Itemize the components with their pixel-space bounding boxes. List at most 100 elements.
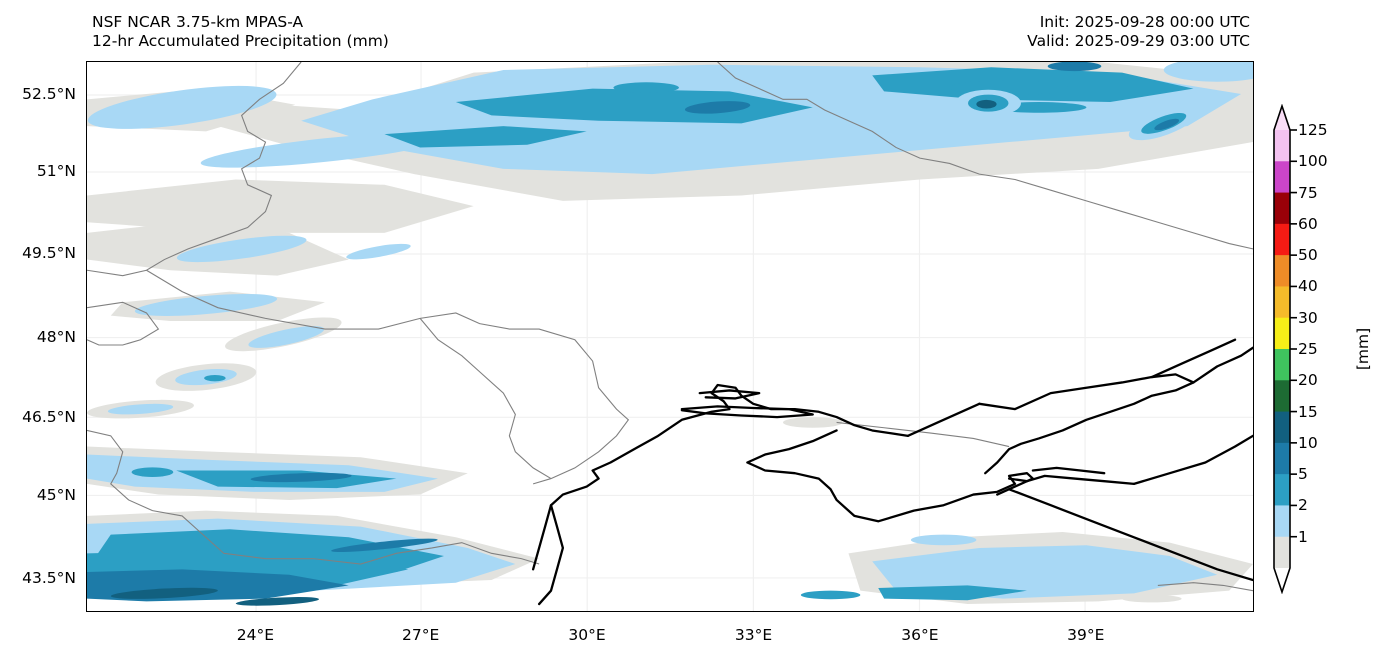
colorbar-tick-label: 25: [1298, 340, 1318, 358]
precip-contour-2mm-c6: [107, 403, 174, 415]
country-border: [87, 62, 302, 277]
precip-contour-15mm-cell-a: [976, 99, 997, 109]
precip-contour-5mm-c1: [204, 374, 226, 382]
precip-contour-1mm-se3: [1122, 594, 1182, 603]
coastline: [1007, 488, 1253, 582]
colorbar-tick-label: 15: [1298, 402, 1318, 421]
colorbar-tick-label: 5: [1298, 465, 1308, 484]
precip-contour-15mm-sw1: [110, 587, 218, 599]
precip-contour-5mm-n3: [384, 126, 587, 148]
country-border: [419, 318, 552, 480]
latitude-tick-label: 51°N: [36, 162, 76, 181]
colorbar-band: [1274, 161, 1290, 194]
country-border: [1157, 582, 1253, 592]
colorbar-band: [1274, 255, 1290, 288]
model-field-line: 12-hr Accumulated Precipitation (mm): [92, 32, 389, 50]
latitude-tick-label: 46.5°N: [22, 407, 76, 426]
precip-contour-2mm-c3: [134, 294, 278, 316]
country-border: [836, 421, 1010, 448]
colorbar-band: [1274, 130, 1290, 162]
precip-contour-2mm-ne1: [1163, 62, 1253, 82]
coastline: [978, 373, 1195, 475]
precip-contour-2mm-c4: [248, 326, 325, 348]
forecast-time-block: Init: 2025-09-28 00:00 UTC Valid: 2025-09…: [1027, 13, 1250, 51]
colorbar: [mm] 1 2 5 10 15 20 25 30 40 50 60 75 100 125: [1268, 104, 1378, 594]
precip-contour-2mm-c2: [346, 243, 411, 260]
coastline: [1007, 474, 1136, 486]
coastline: [531, 383, 910, 571]
precip-contour-5mm-n1: [455, 88, 813, 124]
coastline: [680, 405, 814, 419]
latitude-tick-label: 49.5°N: [22, 244, 76, 263]
precipitation-field: [87, 62, 1253, 606]
coastline: [746, 429, 1035, 523]
coastline: [698, 389, 761, 400]
precip-contour-10mm-n2: [1047, 62, 1102, 72]
colorbar-tick-label: 60: [1298, 214, 1318, 233]
precip-contour-2mm-c1: [176, 235, 307, 263]
colorbar-tick-label: 40: [1298, 277, 1318, 296]
coastline: [1150, 338, 1237, 379]
colorbar-band: [1274, 349, 1290, 381]
colorbar-tick-label: 30: [1298, 308, 1318, 327]
latitude-tick-label: 48°N: [36, 328, 76, 347]
colorbar-under-arrow: [1274, 568, 1290, 592]
coastline: [1132, 434, 1253, 486]
longitude-tick-label: 33°E: [734, 626, 773, 644]
colorbar-tick-label: 2: [1298, 496, 1308, 515]
model-title-block: NSF NCAR 3.75-km MPAS-A 12-hr Accumulated…: [92, 13, 389, 51]
precip-contour-5mm-n4: [613, 82, 679, 93]
precip-contour-5mm-se2: [800, 590, 861, 600]
valid-time-label: Valid: 2025-09-29 03:00 UTC: [1027, 32, 1250, 50]
coastline: [537, 504, 565, 606]
colorbar-over-arrow: [1274, 106, 1290, 130]
longitude-tick-label: 24°E: [236, 626, 274, 644]
precip-contour-10mm-sw2: [331, 538, 438, 553]
precip-contour-15mm-sw2: [235, 597, 319, 606]
map-canvas: [87, 62, 1253, 611]
model-name-line: NSF NCAR 3.75-km MPAS-A: [92, 13, 304, 31]
colorbar-tick-label: 10: [1298, 433, 1318, 452]
longitude-axis: 24°E 27°E 30°E 33°E 36°E 39°E: [86, 612, 1254, 652]
precip-contour-1mm-westmid: [87, 179, 474, 233]
precip-contour-10mm-n1: [684, 101, 751, 114]
colorbar-band: [1274, 411, 1290, 444]
colorbar-tick-label: 1: [1298, 527, 1308, 546]
country-border: [87, 301, 160, 346]
country-border: [87, 429, 540, 565]
precip-contour-2mm-se2: [910, 534, 977, 546]
longitude-tick-label: 39°E: [1067, 626, 1105, 644]
latitude-tick-label: 45°N: [36, 486, 76, 505]
colorbar-band: [1274, 536, 1290, 569]
latitude-tick-label: 52.5°N: [22, 85, 76, 104]
colorbar-band: [1274, 505, 1290, 538]
precip-contour-2mm-se1: [872, 545, 1218, 599]
longitude-tick-label: 30°E: [568, 626, 606, 644]
colorbar-band: [1274, 286, 1290, 319]
colorbar-outline: [1273, 104, 1291, 594]
colorbar-band: [1274, 192, 1290, 225]
country-border: [717, 62, 1253, 250]
precip-contour-5mm-sw2: [131, 467, 174, 477]
coastline: [906, 402, 981, 438]
precip-contour-2mm-nw2: [200, 132, 450, 168]
longitude-tick-label: 36°E: [901, 626, 939, 644]
init-time-label: Init: 2025-09-28 00:00 UTC: [1039, 13, 1250, 31]
colorbar-tick-label: 20: [1298, 371, 1318, 390]
coastlines: [531, 338, 1253, 606]
precip-contour-10mm-sw1: [250, 472, 352, 483]
map-plot-area: [86, 61, 1254, 612]
latitude-axis: 52.5°N 51°N 49.5°N 48°N 46.5°N 45°N 43.5°N: [0, 61, 80, 612]
latitude-tick-label: 43.5°N: [22, 568, 76, 587]
coastline: [1031, 466, 1106, 475]
precip-contour-5mm-se1: [878, 585, 1027, 601]
coastline: [1192, 346, 1253, 384]
precip-contour-1mm-se4: [783, 417, 843, 428]
colorbar-unit-label: [mm]: [1354, 327, 1373, 371]
precip-contour-2mm-nw1: [87, 85, 277, 129]
colorbar-band: [1274, 442, 1290, 475]
colorbar-tick-label: 50: [1298, 246, 1318, 265]
longitude-tick-label: 27°E: [401, 626, 440, 644]
colorbar-gradient: [1273, 104, 1297, 594]
